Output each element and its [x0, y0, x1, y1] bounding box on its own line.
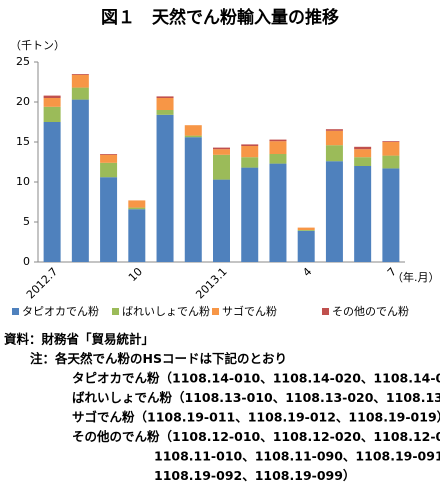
- bar-segment: [184, 137, 202, 262]
- bar-segment: [100, 154, 118, 163]
- bar-segment: [156, 96, 174, 98]
- footnote: 資料：財務省「貿易統計」: [4, 332, 154, 347]
- bar-segment: [354, 146, 372, 150]
- y-tick-label: 15: [16, 135, 30, 148]
- bar-segment: [43, 95, 61, 98]
- bar-segment: [269, 141, 287, 154]
- y-tick-label: 25: [16, 55, 30, 68]
- legend-label: その他のでん粉: [332, 305, 409, 318]
- bar-segment: [325, 130, 343, 146]
- bar-segment: [269, 139, 287, 142]
- bar-segment: [213, 147, 230, 150]
- bar-segment: [325, 145, 343, 162]
- x-tick-label: 2012.7: [24, 265, 60, 301]
- x-tick-label: 10: [126, 265, 145, 284]
- y-tick-label: 5: [23, 215, 30, 228]
- bar-segment: [156, 98, 174, 110]
- y-tick-label: 0: [23, 255, 30, 268]
- bar-segment: [100, 177, 118, 262]
- bar-segment: [241, 146, 259, 158]
- bar-segment: [382, 155, 400, 169]
- bar-segment: [128, 200, 146, 208]
- bar-segment: [269, 163, 287, 262]
- bar-segment: [184, 125, 202, 136]
- footnote: 注：各天然でん粉のHSコードは下記のとおり: [30, 351, 287, 366]
- bar-segment: [100, 154, 118, 155]
- bar-segment: [354, 149, 372, 158]
- bar-segment: [241, 167, 259, 262]
- y-tick-label: 20: [16, 95, 30, 108]
- bar-segment: [71, 99, 89, 262]
- bar-segment: [71, 74, 89, 75]
- bar-segment: [325, 129, 343, 131]
- legend-label: サゴでん粉: [222, 304, 277, 318]
- bar-segment: [297, 230, 315, 262]
- footnote: タピオカでん粉（1108.14-010、1108.14-020、1108.14-…: [72, 371, 440, 386]
- bar-segment: [297, 227, 315, 230]
- footnote: 1108.19-092、1108.19-099）: [154, 468, 355, 483]
- bar-segment: [354, 166, 372, 262]
- legend-label: タピオカでん粉: [22, 305, 99, 318]
- footnote: ばれいしょでん粉（1108.13-010、1108.13-020、1108.13…: [72, 390, 440, 405]
- x-axis-label: （年.月）: [392, 270, 440, 284]
- bar-segment: [156, 110, 174, 115]
- bar-segment: [241, 157, 259, 168]
- bar-segment: [241, 144, 259, 146]
- bar-segment: [354, 157, 372, 166]
- bar-segment: [43, 122, 61, 262]
- x-tick-label: 2013.1: [193, 265, 229, 301]
- bar-segment: [128, 207, 146, 210]
- bar-segment: [184, 135, 202, 138]
- y-tick-label: 10: [16, 175, 30, 188]
- bar-segment: [382, 168, 400, 262]
- footnote: その他のでん粉（1108.12-010、1108.12-020、1108.12-…: [72, 429, 440, 444]
- legend-label: ばれいしょでん粉: [122, 305, 210, 318]
- bar-segment: [297, 230, 315, 231]
- x-tick-label: 4: [300, 265, 314, 279]
- bar-segment: [71, 87, 89, 100]
- bar-segment: [382, 142, 400, 156]
- legend-swatch: [212, 308, 219, 315]
- bar-segment: [100, 162, 118, 178]
- bar-segment: [325, 161, 343, 262]
- bar-segment: [213, 154, 230, 180]
- bar-segment: [71, 74, 89, 88]
- legend-swatch: [322, 308, 329, 315]
- bar-segment: [43, 98, 61, 107]
- footnote: 1108.11-010、1108.11-090、1108.19-091、: [154, 449, 440, 464]
- bar-segment: [213, 179, 230, 262]
- chart-title: 図１ 天然でん粉輸入量の推移: [101, 7, 339, 28]
- bar-segment: [43, 106, 61, 122]
- bar-segment: [382, 141, 400, 142]
- footnote: サゴでん粉（1108.19-011、1108.19-012、1108.19-01…: [72, 410, 440, 425]
- legend-swatch: [112, 308, 119, 315]
- bar-segment: [128, 209, 146, 262]
- y-axis-label: （千トン）: [10, 39, 65, 52]
- bar-segment: [213, 149, 230, 155]
- bar-segment: [269, 154, 287, 164]
- bar-segment: [156, 114, 174, 262]
- legend-swatch: [12, 308, 19, 315]
